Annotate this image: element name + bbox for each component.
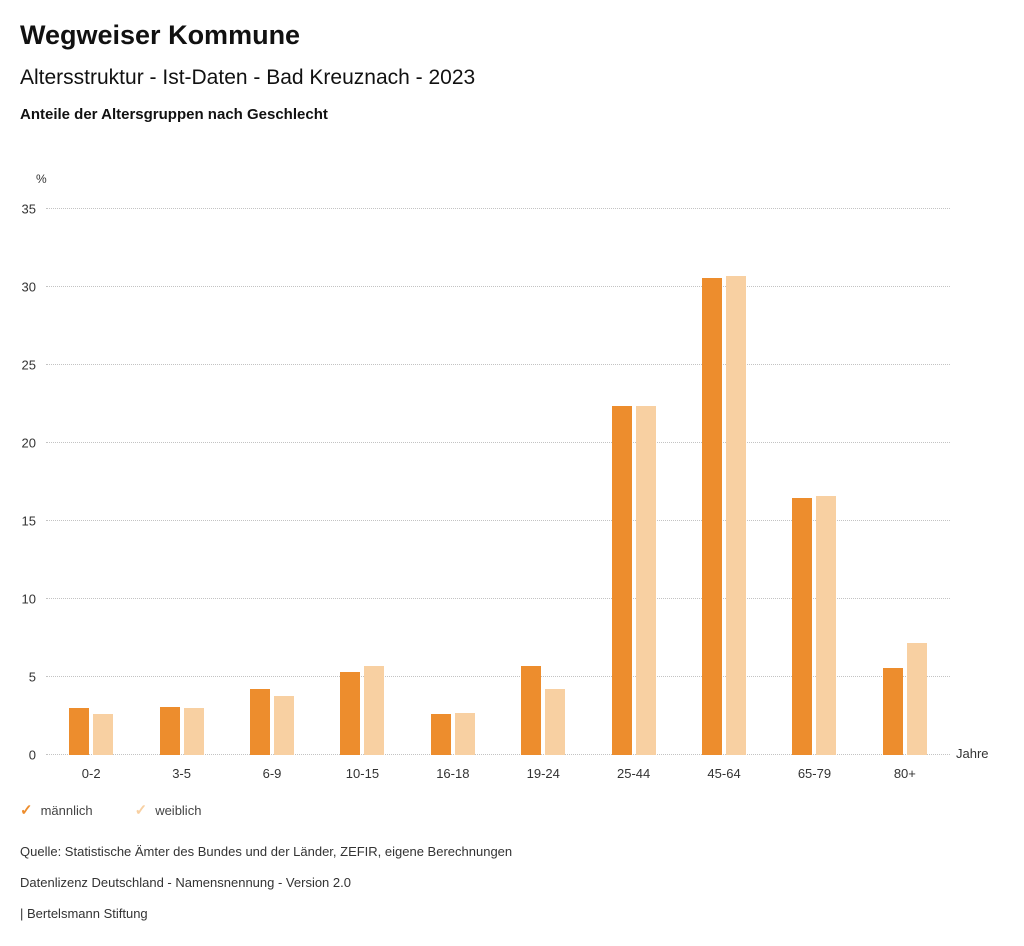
bar-group-65-79: 65-79 bbox=[769, 209, 859, 781]
x-tick-label-10-15: 10-15 bbox=[345, 766, 380, 781]
bar-group-3-5: 3-5 bbox=[136, 209, 226, 781]
y-tick-label-10: 10 bbox=[21, 591, 36, 607]
attribution-text: | Bertelsmann Stiftung bbox=[20, 906, 148, 921]
x-tick-label-65-79: 65-79 bbox=[797, 766, 832, 781]
bar-weiblich-19-24[interactable] bbox=[545, 689, 566, 755]
x-tick-label-0-2: 0-2 bbox=[81, 766, 101, 781]
bar-group-6-9: 6-9 bbox=[227, 209, 317, 781]
bar-männlich-19-24[interactable] bbox=[521, 666, 542, 755]
gridline-20 bbox=[46, 442, 950, 443]
legend-item-weiblich[interactable]: ✓ weiblich bbox=[135, 803, 202, 818]
x-axis-unit-label: Jahre bbox=[956, 746, 989, 761]
license-text: Datenlizenz Deutschland - Namensnennung … bbox=[20, 875, 351, 890]
bar-männlich-45-64[interactable] bbox=[702, 277, 723, 755]
bar-weiblich-16-18[interactable] bbox=[454, 712, 475, 755]
gridline-15 bbox=[46, 520, 950, 521]
x-tick-label-45-64: 45-64 bbox=[707, 766, 741, 781]
bar-männlich-3-5[interactable] bbox=[159, 706, 180, 755]
gridline-35 bbox=[46, 208, 950, 209]
x-tick-label-19-24: 19-24 bbox=[526, 766, 560, 781]
bar-männlich-25-44[interactable] bbox=[611, 405, 632, 755]
chart-subtitle: Altersstruktur - Ist-Daten - Bad Kreuzna… bbox=[20, 66, 476, 89]
legend-check-icon: ✓ bbox=[20, 802, 33, 819]
bar-weiblich-25-44[interactable] bbox=[635, 405, 656, 755]
legend-item-label: weiblich bbox=[155, 803, 202, 818]
bar-group-10-15: 10-15 bbox=[317, 209, 407, 781]
gridline-10 bbox=[46, 598, 950, 599]
bar-weiblich-10-15[interactable] bbox=[364, 666, 385, 755]
source-text: Quelle: Statistische Ämter des Bundes un… bbox=[20, 844, 513, 859]
bar-männlich-6-9[interactable] bbox=[250, 689, 271, 755]
gridline-0 bbox=[46, 754, 950, 755]
bar-weiblich-65-79[interactable] bbox=[816, 496, 837, 755]
legend-item-label: männlich bbox=[40, 803, 93, 818]
bar-männlich-16-18[interactable] bbox=[430, 714, 451, 755]
chart-legend: ✓ männlich ✓ weiblich bbox=[20, 803, 201, 818]
bar-weiblich-0-2[interactable] bbox=[93, 714, 114, 755]
bars-row: 0-2 3-5 6-9 10-15 16-18 19-24 25-44 45-64 65-79 8… bbox=[46, 209, 950, 781]
bar-männlich-65-79[interactable] bbox=[792, 497, 813, 755]
gridline-30 bbox=[46, 286, 950, 287]
x-tick-label-25-44: 25-44 bbox=[617, 766, 651, 781]
y-tick-label-20: 20 bbox=[21, 435, 36, 451]
y-tick-label-25: 25 bbox=[21, 357, 36, 373]
bar-männlich-0-2[interactable] bbox=[69, 708, 90, 755]
bar-group-45-64: 45-64 bbox=[679, 209, 769, 781]
y-tick-label-35: 35 bbox=[21, 201, 36, 217]
bar-männlich-10-15[interactable] bbox=[340, 672, 361, 755]
bar-group-80+: 80+ bbox=[860, 209, 950, 781]
y-tick-label-15: 15 bbox=[21, 513, 36, 529]
page-title: Wegweiser Kommune bbox=[20, 20, 301, 50]
bar-weiblich-3-5[interactable] bbox=[183, 708, 204, 755]
bar-group-19-24: 19-24 bbox=[498, 209, 588, 781]
legend-item-männlich[interactable]: ✓ männlich bbox=[20, 803, 93, 818]
chart-subsubtitle: Anteile der Altersgruppen nach Geschlech… bbox=[20, 106, 328, 123]
bar-männlich-80+[interactable] bbox=[882, 667, 903, 755]
bar-chart-plot-area: 0-2 3-5 6-9 10-15 16-18 19-24 25-44 45-64 65-79 8… bbox=[46, 208, 950, 781]
bar-weiblich-80+[interactable] bbox=[906, 642, 927, 755]
bar-weiblich-45-64[interactable] bbox=[726, 276, 747, 755]
legend-check-icon: ✓ bbox=[134, 802, 148, 819]
x-tick-label-6-9: 6-9 bbox=[262, 766, 282, 781]
y-axis-unit-label: % bbox=[36, 172, 47, 186]
x-tick-label-16-18: 16-18 bbox=[436, 766, 470, 781]
gridline-25 bbox=[46, 364, 950, 365]
y-tick-label-0: 0 bbox=[28, 747, 36, 763]
x-tick-label-80+: 80+ bbox=[893, 766, 916, 781]
x-tick-label-3-5: 3-5 bbox=[172, 766, 191, 781]
y-tick-label-5: 5 bbox=[28, 669, 36, 685]
gridline-5 bbox=[46, 676, 950, 677]
bar-group-16-18: 16-18 bbox=[408, 209, 498, 781]
bar-group-25-44: 25-44 bbox=[588, 209, 678, 781]
bar-weiblich-6-9[interactable] bbox=[274, 695, 295, 755]
y-tick-label-30: 30 bbox=[21, 279, 36, 295]
bar-group-0-2: 0-2 bbox=[46, 209, 136, 781]
y-axis: 0 5 10 15 20 25 30 35 bbox=[0, 202, 36, 763]
